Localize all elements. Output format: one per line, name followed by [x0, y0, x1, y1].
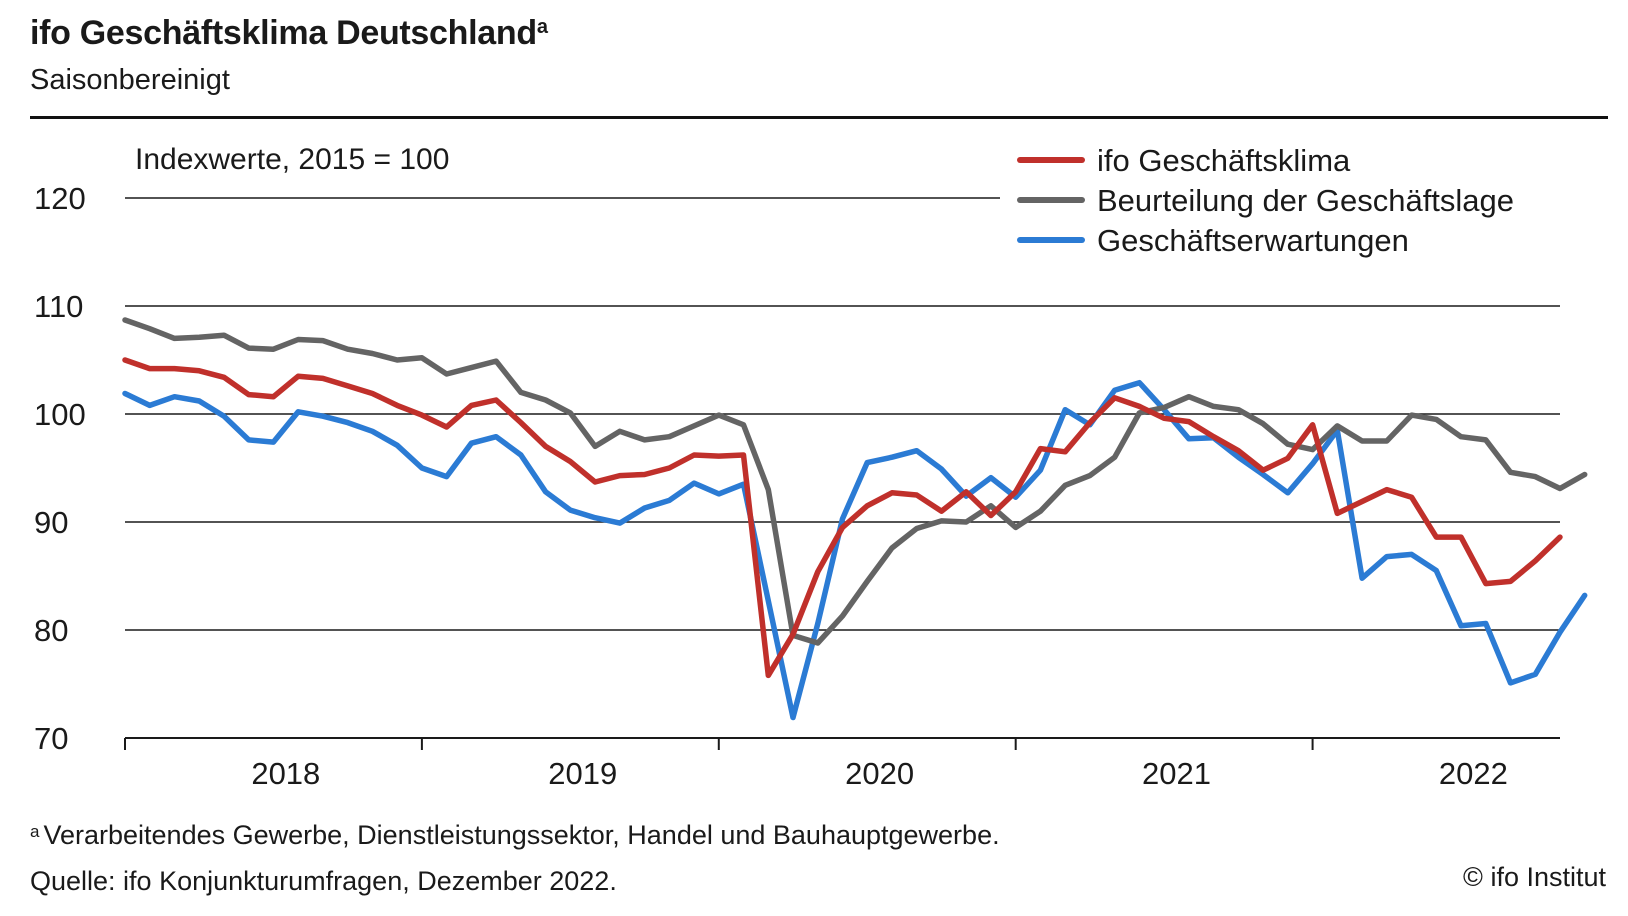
x-tick-label-2021: 2021	[1142, 756, 1211, 791]
x-axis: 2018 2019 2020 2021 2022	[124, 737, 1560, 791]
series-line-3	[122, 379, 1588, 721]
header-rule	[30, 116, 1608, 119]
x-tick-label-2018: 2018	[251, 756, 320, 791]
chart-title: ifo Geschäftsklima Deutschlanda	[30, 14, 548, 53]
y-tick-label-70: 70	[34, 721, 68, 756]
footnote-marker: a	[30, 822, 40, 841]
y-axis-label: Indexwerte, 2015 = 100	[135, 143, 449, 176]
y-tick-label-100: 100	[34, 397, 86, 432]
source-note: Quelle: ifo Konjunkturumfragen, Dezember…	[30, 866, 617, 896]
series-line-1	[122, 357, 1563, 679]
footnote-text: Verarbeitendes Gewerbe, Dienstleistungss…	[43, 820, 1000, 850]
legend-label-1: ifo Geschäftsklima	[1097, 143, 1351, 178]
legend: ifo Geschäftsklima Beurteilung der Geschä…	[1017, 143, 1514, 258]
y-tick-label-120: 120	[34, 181, 86, 216]
chart-title-text: ifo Geschäftsklima Deutschland	[30, 14, 537, 52]
legend-label-3: Geschäftserwartungen	[1097, 223, 1409, 258]
x-tick-label-2019: 2019	[548, 756, 617, 791]
title-footnote-marker: a	[536, 16, 548, 38]
y-tick-label-110: 110	[34, 289, 83, 324]
chart-subtitle: Saisonbereinigt	[30, 64, 230, 96]
footnote: a Verarbeitendes Gewerbe, Dienstleistungs…	[30, 820, 1000, 851]
y-axis-tick-labels: 70 80 90 100 110 120	[34, 181, 86, 756]
y-tick-label-90: 90	[34, 505, 68, 540]
gridlines	[125, 197, 1560, 631]
series-line-2	[122, 317, 1588, 646]
x-tick-label-2020: 2020	[845, 756, 914, 791]
copyright: © ifo Institut	[1463, 862, 1606, 892]
series-lines	[122, 317, 1588, 721]
y-tick-label-80: 80	[34, 613, 68, 648]
x-tick-label-2022: 2022	[1439, 756, 1508, 791]
legend-label-2: Beurteilung der Geschäftslage	[1097, 183, 1514, 218]
